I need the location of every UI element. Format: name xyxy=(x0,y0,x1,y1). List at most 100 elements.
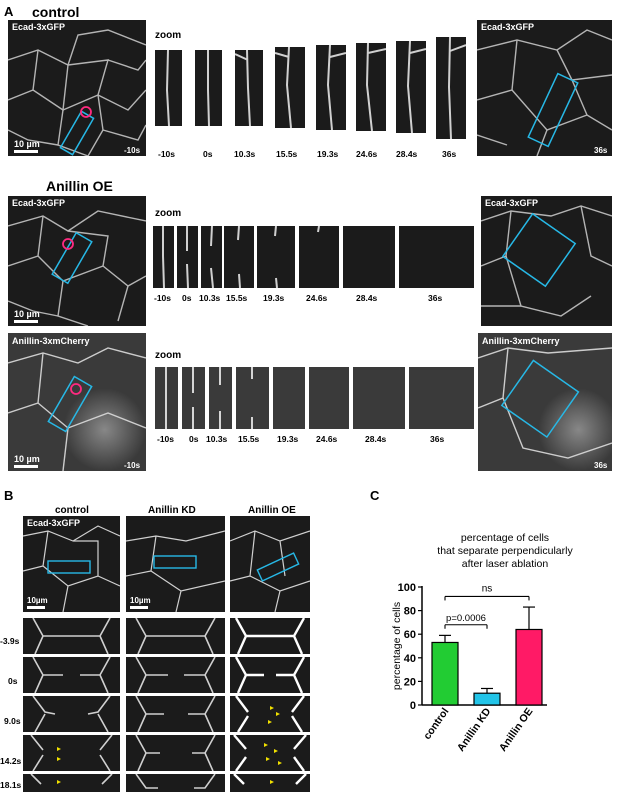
cherry-scale-bar xyxy=(14,465,38,468)
oe-scale-text: 10 µm xyxy=(14,309,40,319)
oe-time-4: 15.5s xyxy=(226,293,248,303)
b-kd-frame-2 xyxy=(126,657,225,693)
bar-2 xyxy=(515,628,543,706)
panel-letter-c: C xyxy=(370,488,380,503)
cherry-zoom-6 xyxy=(309,367,349,429)
cherry-left-image xyxy=(8,333,146,471)
b-oe-frame-3 xyxy=(230,696,310,732)
oe-right-label: Ecad-3xGFP xyxy=(485,198,539,208)
cherry-time-8: 36s xyxy=(430,434,445,444)
control-zoom-6 xyxy=(356,43,386,131)
oe-time-1: -10s xyxy=(154,293,172,303)
oe-time-6: 24.6s xyxy=(306,293,328,303)
b-oe-frame-2 xyxy=(230,657,310,693)
oe-left-label: Ecad-3xGFP xyxy=(12,198,66,208)
oe-title: Anillin OE xyxy=(46,178,113,194)
control-zoom-8 xyxy=(436,37,466,139)
y-tick-label: 100 xyxy=(398,582,416,594)
b-kd-frame-3 xyxy=(126,696,225,732)
b-oe-frame-5 xyxy=(230,774,310,792)
oe-time-7: 28.4s xyxy=(356,293,378,303)
cherry-zoom-4 xyxy=(236,367,269,429)
control-right-image xyxy=(477,20,612,156)
category-label: Anillin OE xyxy=(497,706,536,754)
oe-zoom-3 xyxy=(201,226,222,288)
oe-left-image xyxy=(8,196,146,326)
b-oe-frame-1 xyxy=(230,618,310,654)
control-time-5: 19.3s xyxy=(317,149,339,159)
cherry-left-time: -10s xyxy=(124,461,141,470)
oe-scale-bar xyxy=(14,320,38,323)
chart-title-line-1: percentage of cells xyxy=(460,532,550,544)
cherry-time-5: 19.3s xyxy=(277,434,299,444)
y-tick-label: 40 xyxy=(404,653,416,665)
chart-title-line-2: that separate perpendicularly xyxy=(437,545,573,557)
oe-zoom-2 xyxy=(177,226,198,288)
cherry-time-4: 15.5s xyxy=(238,434,260,444)
cherry-zoom-7 xyxy=(353,367,405,429)
control-zoom-4 xyxy=(275,47,305,128)
oe-time-5: 19.3s xyxy=(263,293,285,303)
cherry-zoom-5 xyxy=(273,367,305,429)
oe-right-image xyxy=(481,196,612,326)
b-time-4: 14.2s xyxy=(0,756,22,766)
b-control-frame-3 xyxy=(23,696,120,732)
oe-time-2: 0s xyxy=(182,293,192,303)
b-kd-frame-5 xyxy=(126,774,225,792)
oe-zoom-5 xyxy=(257,226,295,288)
chart-title-line-3: after laser ablation xyxy=(461,558,549,570)
cherry-zoom-8 xyxy=(409,367,474,429)
cherry-time-3: 10.3s xyxy=(206,434,228,444)
oe-zoom-4 xyxy=(224,226,254,288)
control-zoom-7 xyxy=(396,41,426,133)
b-kd-frame-4 xyxy=(126,735,225,771)
b-time-3: 9.0s xyxy=(4,716,21,726)
b-kd-overview xyxy=(126,516,225,612)
oe-time-8: 36s xyxy=(428,293,443,303)
oe-zoom-1 xyxy=(153,226,174,288)
cherry-time-7: 28.4s xyxy=(365,434,387,444)
oe-zoom-7 xyxy=(343,226,395,288)
control-zoom-1 xyxy=(155,50,182,126)
control-time-2: 0s xyxy=(203,149,213,159)
cherry-right-time: 36s xyxy=(594,461,608,470)
y-tick-label: 20 xyxy=(404,676,416,688)
bar-0 xyxy=(431,641,459,706)
control-time-3: 10.3s xyxy=(234,149,256,159)
b-kd-scale-bar xyxy=(130,606,148,609)
p-value-label: p=0.0006 xyxy=(446,613,486,624)
cherry-time-1: -10s xyxy=(157,434,175,444)
b-oe-frame-4 xyxy=(230,735,310,771)
cherry-zoom-3 xyxy=(209,367,232,429)
control-zoom-5 xyxy=(316,45,346,130)
b-label: Ecad-3xGFP xyxy=(27,518,81,528)
control-time-8: 36s xyxy=(442,149,457,159)
b-control-frame-1 xyxy=(23,618,120,654)
control-zoom-label: zoom xyxy=(155,30,182,41)
chart-title: percentage of cells that separate perpen… xyxy=(410,532,600,571)
y-tick-label: 60 xyxy=(404,629,416,641)
control-zoom-2 xyxy=(195,50,222,126)
bar-1 xyxy=(473,692,501,706)
b-control-frame-5 xyxy=(23,774,120,792)
b-time-1: -3.9s xyxy=(0,636,20,646)
b-col-oe: Anillin OE xyxy=(248,505,296,516)
panel-letter-b: B xyxy=(4,488,14,503)
control-right-time: 36s xyxy=(594,146,608,155)
cherry-zoom-label: zoom xyxy=(155,350,182,361)
control-left-image xyxy=(8,20,146,156)
cherry-right-label: Anillin-3xmCherry xyxy=(482,336,560,346)
y-axis-label: percentage of cells xyxy=(391,602,403,690)
cherry-time-2: 0s xyxy=(189,434,199,444)
category-label: control xyxy=(421,706,451,742)
b-col-control: control xyxy=(55,505,89,516)
control-scale-bar xyxy=(14,150,38,153)
y-tick-label: 0 xyxy=(410,700,416,712)
b-kd-frame-1 xyxy=(126,618,225,654)
oe-zoom-8 xyxy=(399,226,474,288)
b-time-2: 0s xyxy=(8,676,18,686)
b-control-overview xyxy=(23,516,120,612)
b-control-scale: 10µm xyxy=(27,596,48,605)
control-time-7: 28.4s xyxy=(396,149,418,159)
